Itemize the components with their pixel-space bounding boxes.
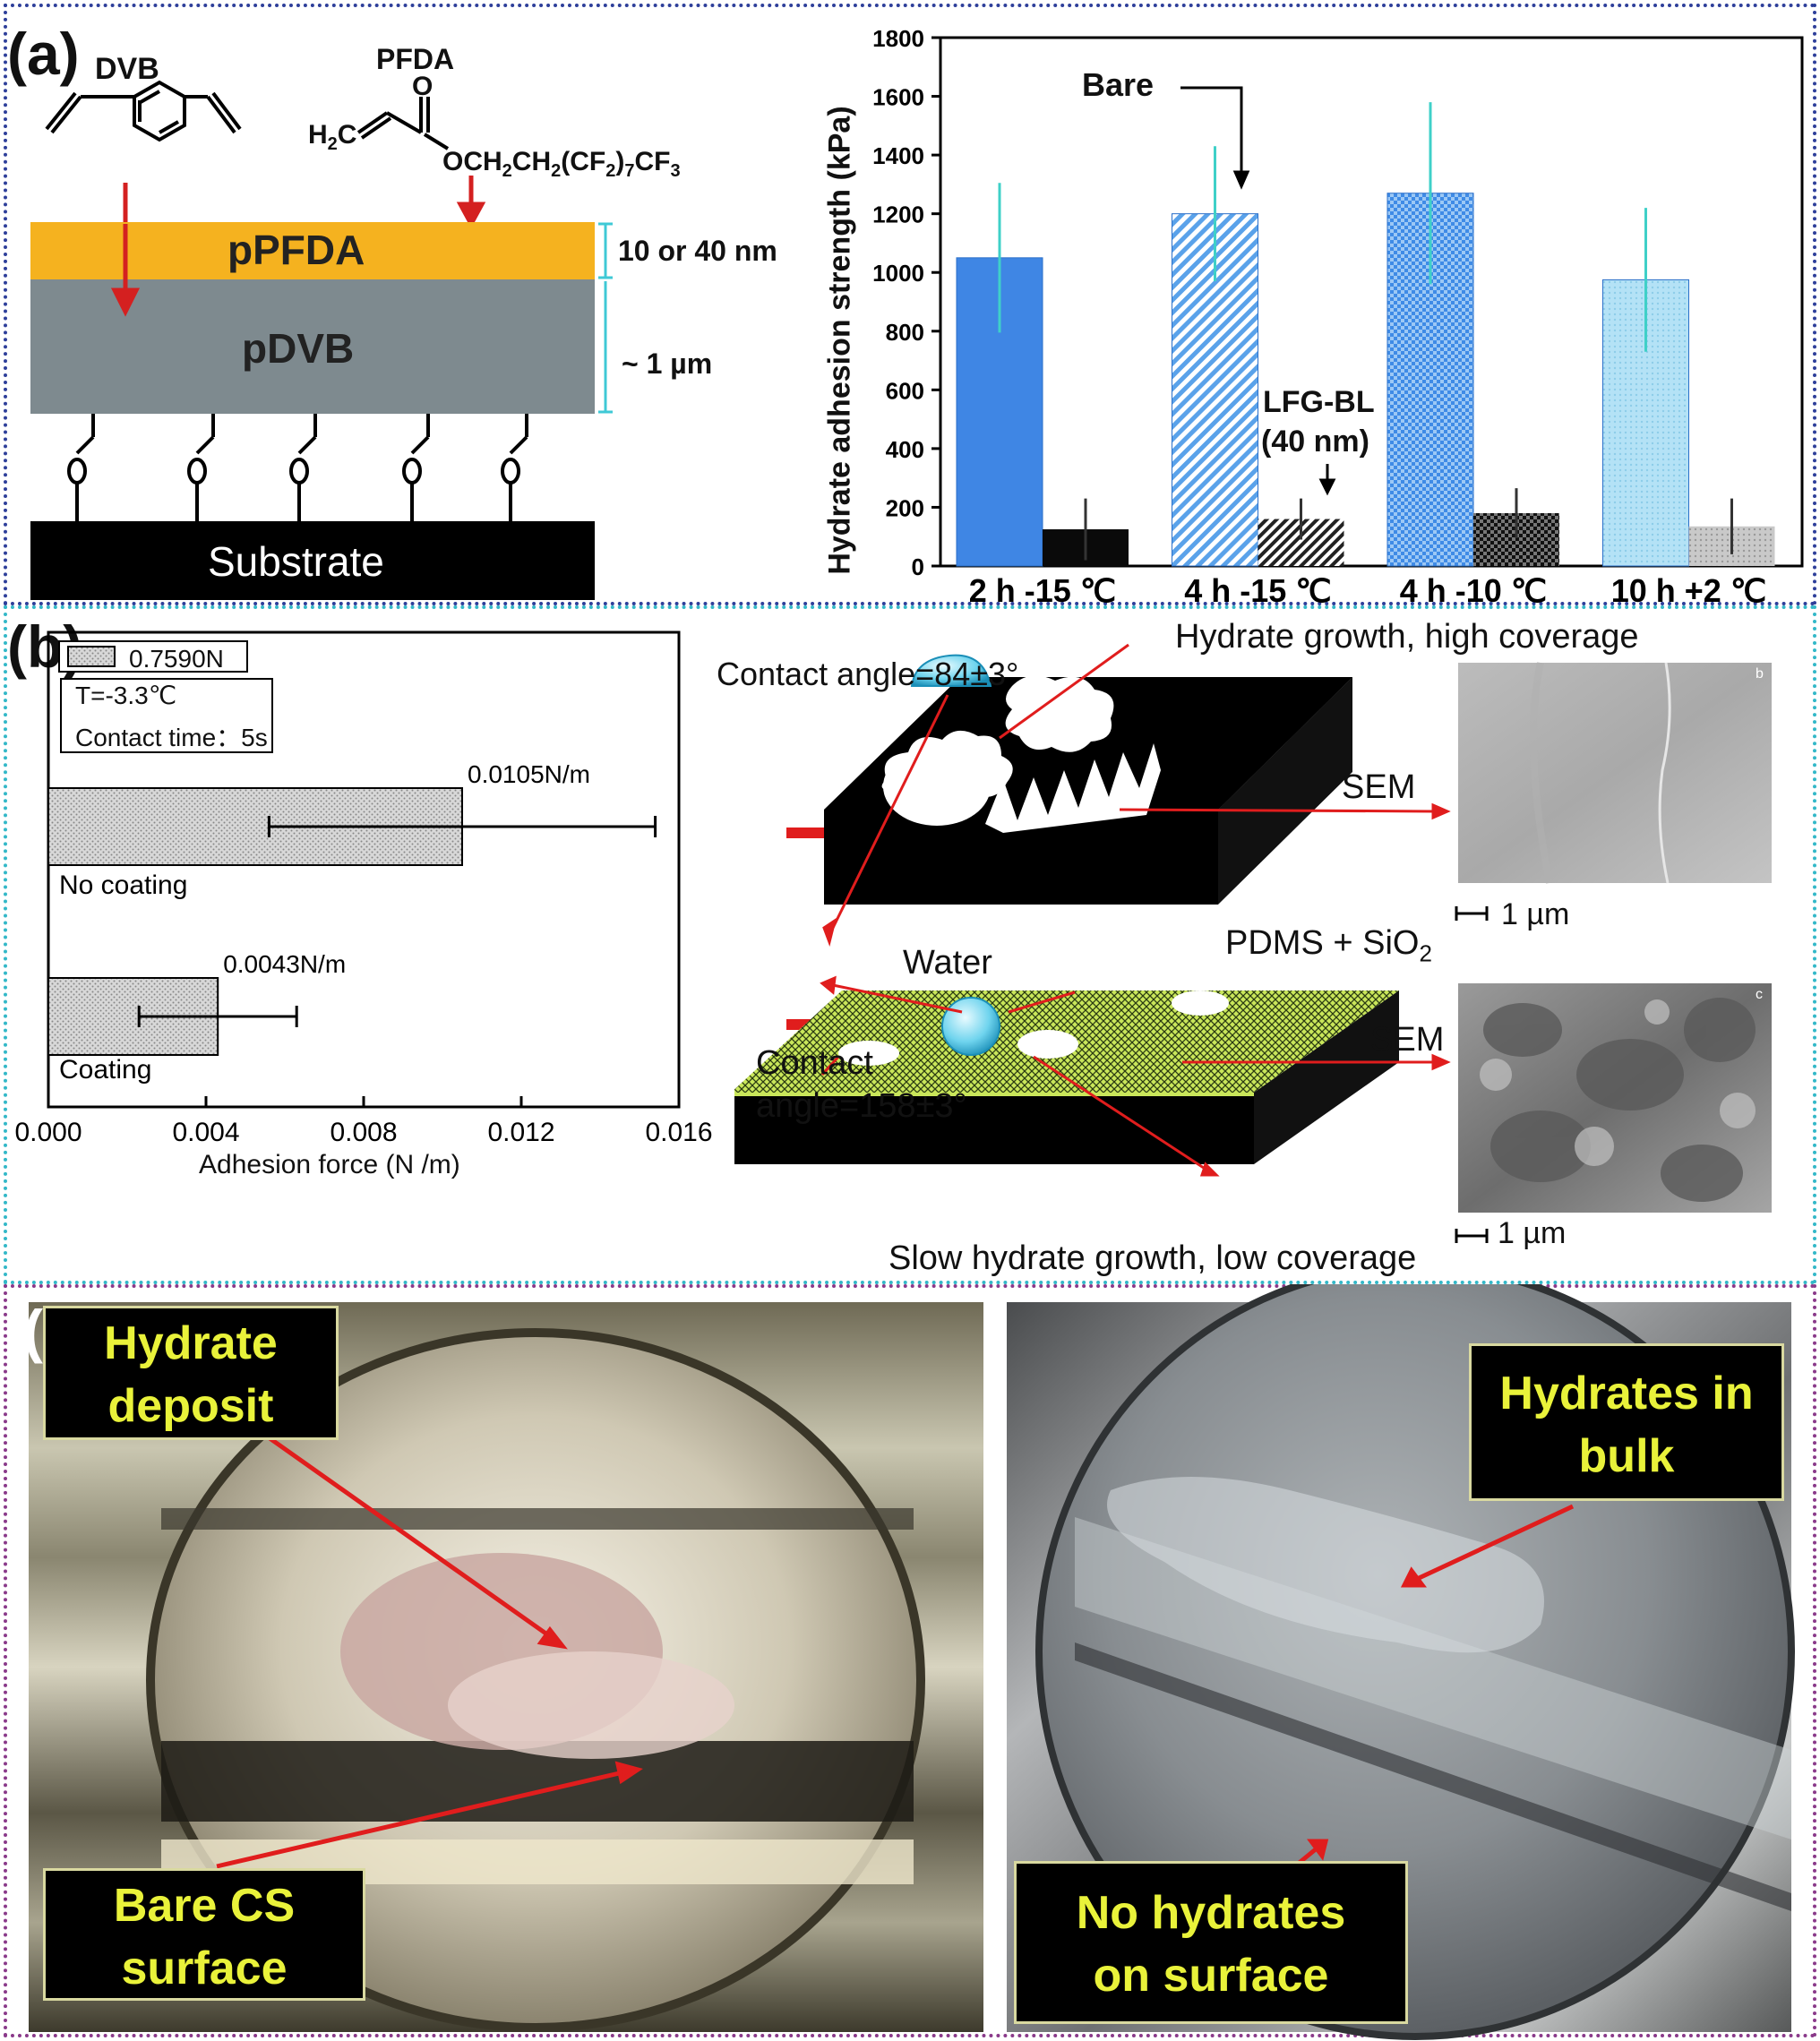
- panel-a-label: (a): [7, 21, 80, 87]
- hydrates-bulk-line2: bulk: [1578, 1430, 1675, 1482]
- chart-a-ytick-label: 1400: [872, 142, 924, 169]
- chart-a-ytick-label: 1600: [872, 84, 924, 111]
- chart-b-xtick-label: 0.000: [14, 1118, 82, 1147]
- sem-tag-top: b: [1756, 666, 1764, 682]
- panel-c-frame: [4, 1284, 1816, 2037]
- chart-a-xtick-label: 4 h -10 ℃: [1400, 572, 1547, 609]
- hydrate-deposit-box: Hydrate deposit: [43, 1306, 339, 1440]
- chart-b-legend-swatch: [67, 646, 116, 667]
- pfda-label: PFDA: [376, 43, 455, 75]
- chart-a-ytick-label: 1200: [872, 202, 924, 228]
- hydrates-bulk-line1: Hydrates in: [1499, 1368, 1754, 1419]
- chart-b-xtick-label: 0.008: [330, 1118, 397, 1147]
- ppfda-layer-label: pPFDA: [228, 227, 365, 273]
- bare-cs-line2: surface: [121, 1942, 288, 1994]
- lfg-annotation-line1: LFG-BL: [1263, 385, 1375, 419]
- scale-label-top: 1 µm: [1501, 897, 1570, 931]
- contact-angle-bottom-line2: angle=158±3°: [756, 1087, 967, 1125]
- bare-cs-line1: Bare CS: [113, 1880, 296, 1932]
- silane-linkers: [67, 414, 528, 521]
- hydrate-growth-low: Slow hydrate growth, low coverage: [889, 1239, 1417, 1277]
- water-label: Water: [903, 944, 992, 982]
- thickness-top-label: 10 or 40 nm: [618, 235, 777, 267]
- pdvb-layer-label: pDVB: [242, 325, 355, 372]
- chart-b-xticks: 0.000 0.004 0.008 0.012 0.016: [14, 1096, 713, 1147]
- substrate-block: [30, 521, 595, 600]
- adhesion-force-value-label: 0.0105N/m: [468, 760, 590, 788]
- chart-a-xlabels: 2 h -15 ℃ 4 h -15 ℃ 4 h -10 ℃ 10 h +2 ℃: [969, 572, 1767, 609]
- sem-label-top: SEM: [1342, 768, 1416, 806]
- chart-a-ytick-label: 1800: [872, 25, 924, 52]
- chart-b-xtick-label: 0.004: [172, 1118, 239, 1147]
- bare-annotation-arrow: [1180, 86, 1250, 190]
- thickness-mid-label: ~ 1 µm: [622, 347, 713, 380]
- chart-a-ytick-label: 0: [912, 553, 924, 580]
- no-hydrates-line1: No hydrates: [1076, 1887, 1346, 1939]
- contact-angle-bottom-line1: Contact: [756, 1044, 873, 1082]
- chart-b-legend-value: 0.7590N: [129, 645, 224, 673]
- chart-a-xtick-label: 10 h +2 ℃: [1611, 572, 1767, 609]
- chart-b-condition-time: Contact time：5s: [75, 724, 268, 751]
- adhesion-force-value-label: 0.0043N/m: [223, 950, 346, 978]
- panel-b-frame: [4, 605, 1816, 1284]
- scale-label-bottom: 1 µm: [1498, 1216, 1567, 1250]
- pfda-h2c: H2C: [308, 120, 357, 154]
- adhesion-force-chart: 0.0105N/m No coating 0.0043N/m Coating 0.00…: [14, 630, 713, 1147]
- lfg-annotation-arrow: [1318, 464, 1336, 496]
- dvb-molecule: [45, 80, 242, 142]
- pfda-chain: OCH2CH2(CF2)7CF3: [442, 147, 681, 181]
- coated-block: [734, 990, 1399, 1164]
- sem-label-bottom: SEM: [1370, 1021, 1445, 1059]
- sem-image-top: [1458, 663, 1772, 883]
- chart-a-ytick-label: 600: [886, 377, 924, 404]
- chart-a-ytick-label: 400: [886, 436, 924, 463]
- chart-a-ytick-label: 1000: [872, 260, 924, 287]
- leader-lines: [820, 643, 1451, 1177]
- uncoated-block: [824, 654, 1352, 905]
- chart-b-conditions-box: [60, 678, 273, 753]
- lfg-annotation-line2: (40 nm): [1261, 424, 1369, 459]
- substrate-label: Substrate: [208, 538, 384, 585]
- hydrate-growth-high: Hydrate growth, high coverage: [1175, 618, 1639, 656]
- bare-annotation: Bare: [1082, 66, 1155, 103]
- adhesion-force-category-label: No coating: [59, 870, 187, 900]
- contact-angle-top: Contact angle=84±3°: [717, 656, 1019, 692]
- panel-a-frame: [4, 4, 1816, 605]
- pfda-o: O: [412, 72, 434, 101]
- no-hydrates-line2: on surface: [1093, 1950, 1329, 2002]
- chart-b-xlabel: Adhesion force (N /m): [199, 1150, 460, 1179]
- chart-a-frame: [939, 36, 1804, 568]
- bare-cs-box: Bare CS surface: [43, 1868, 365, 2001]
- hydrate-deposit-line1: Hydrate: [104, 1317, 278, 1369]
- chart-a-xtick-label: 2 h -15 ℃: [969, 572, 1116, 609]
- chart-a-error-bars: [998, 102, 1733, 561]
- pdms-label: PDMS + SiO2: [1225, 924, 1432, 967]
- chart-b-xtick-label: 0.012: [487, 1118, 554, 1147]
- adhesion-force-category-label: Coating: [59, 1055, 151, 1085]
- thickness-indicator: [598, 222, 613, 414]
- chart-a-ytick-label: 800: [886, 319, 924, 346]
- chart-a-yticks: 0 200 400 600 800 1000 1200 1400 1600 1800: [872, 25, 940, 580]
- chart-b-condition-temp: T=-3.3℃: [75, 682, 177, 709]
- adhesion-strength-chart: 0 200 400 600 800 1000 1200 1400 1600 1800 2 h -1…: [872, 25, 1804, 609]
- chart-b-bars: 0.0105N/m No coating 0.0043N/m Coating: [47, 760, 657, 1085]
- chart-a-ytick-label: 200: [886, 494, 924, 521]
- panel-b-illustration: [734, 643, 1772, 1243]
- pfda-arrow: [456, 176, 486, 229]
- panel-a-schematic: [30, 80, 613, 600]
- chart-b-xtick-label: 0.016: [645, 1118, 712, 1147]
- chart-a-axes: [939, 36, 1804, 568]
- chart-a-xtick-label: 4 h -15 ℃: [1184, 572, 1331, 609]
- hydrates-bulk-box: Hydrates in bulk: [1469, 1343, 1784, 1501]
- sem-tag-bottom: c: [1756, 987, 1763, 1002]
- pfda-molecule: [356, 97, 450, 150]
- hydrate-deposit-line2: deposit: [107, 1380, 274, 1432]
- chart-a-bars: [956, 193, 1775, 567]
- no-hydrates-box: No hydrates on surface: [1014, 1861, 1408, 2024]
- dvb-label: DVB: [95, 52, 159, 86]
